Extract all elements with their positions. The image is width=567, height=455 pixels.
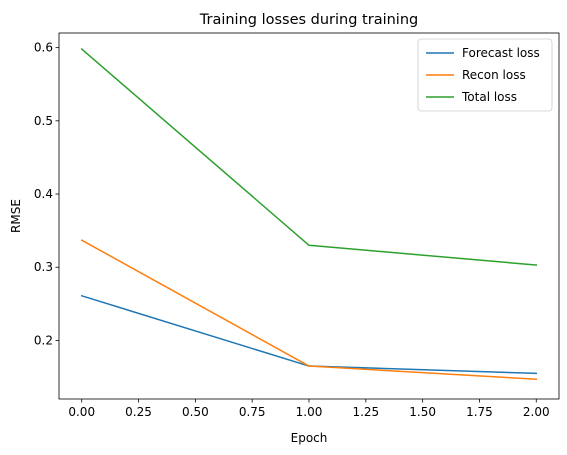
x-tick-label: 0.75 bbox=[239, 405, 266, 419]
chart-title: Training losses during training bbox=[199, 12, 418, 28]
y-axis-ticks: 0.2 0.3 0.4 0.5 0.6 bbox=[34, 41, 59, 347]
y-tick-label: 0.2 bbox=[34, 333, 53, 347]
x-tick-label: 0.25 bbox=[125, 405, 152, 419]
legend: Forecast loss Recon loss Total loss bbox=[417, 38, 553, 112]
y-tick-label: 0.4 bbox=[34, 187, 53, 201]
y-tick-label: 0.6 bbox=[34, 41, 53, 55]
series-line-total-loss bbox=[80, 48, 538, 266]
legend-label: Recon loss bbox=[462, 68, 526, 82]
x-tick-label: 1.25 bbox=[352, 405, 379, 419]
x-tick-label: 0.50 bbox=[182, 405, 209, 419]
legend-label: Forecast loss bbox=[462, 46, 540, 60]
x-tick-label: 1.50 bbox=[409, 405, 436, 419]
x-axis-ticks: 0.00 0.25 0.50 0.75 1.00 1.25 1.50 1.75 2.00 bbox=[68, 399, 550, 419]
legend-label: Total loss bbox=[461, 90, 517, 104]
x-tick-label: 1.75 bbox=[466, 405, 493, 419]
x-tick-label: 2.00 bbox=[523, 405, 550, 419]
y-axis-label: RMSE bbox=[9, 199, 23, 233]
y-tick-label: 0.3 bbox=[34, 260, 53, 274]
y-tick-label: 0.5 bbox=[34, 114, 53, 128]
series-line-recon-loss bbox=[80, 239, 538, 381]
x-tick-label: 1.00 bbox=[296, 405, 323, 419]
legend-box bbox=[417, 38, 553, 112]
x-tick-label: 0.00 bbox=[68, 405, 95, 419]
series-layer bbox=[80, 48, 538, 381]
plot-frame bbox=[58, 32, 560, 400]
x-axis-label: Epoch bbox=[291, 431, 328, 445]
